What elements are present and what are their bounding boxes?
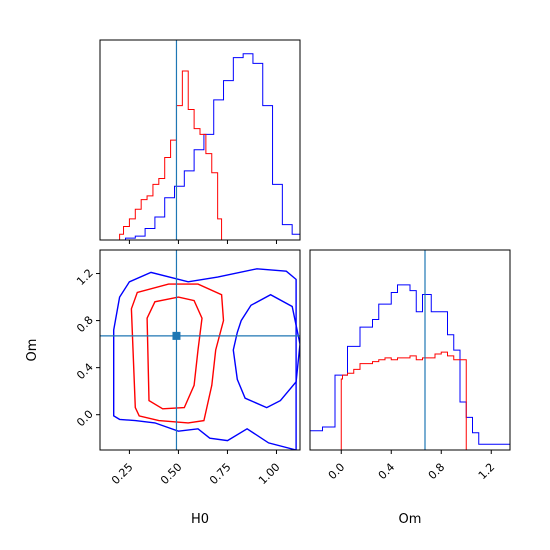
om-y-axis-label: Om xyxy=(25,339,40,362)
om-hist-xtick-label: 0.4 xyxy=(376,461,398,483)
contour-xtick-label: 0.25 xyxy=(109,461,136,488)
om-hist-frame xyxy=(309,249,511,451)
contour-outer-0 xyxy=(113,268,297,450)
h0-hist-series-0 xyxy=(100,53,301,241)
contour-inner-3 xyxy=(146,296,203,410)
om-axis-label: Om xyxy=(399,512,422,527)
contour-ytick-label: 0.0 xyxy=(74,408,96,430)
om-hist-series-1 xyxy=(340,351,467,450)
truth-marker xyxy=(172,331,181,340)
contour-xtick-label: 0.75 xyxy=(207,461,234,488)
om-hist-xtick-label: 0.0 xyxy=(326,461,348,483)
h0-hist-frame xyxy=(99,39,301,241)
contour-ytick-label: 0.8 xyxy=(74,314,96,336)
contour-ytick-label: 1.2 xyxy=(74,266,96,288)
om-hist-xtick-label: 0.8 xyxy=(426,461,448,483)
contour-xtick-label: 0.50 xyxy=(158,461,185,488)
h0-axis-label: H0 xyxy=(191,512,209,527)
h0-hist-series-1 xyxy=(119,70,223,240)
contour-frame xyxy=(99,249,301,451)
contour-xtick-label: 1.00 xyxy=(256,461,283,488)
contour-ytick-label: 0.4 xyxy=(74,361,96,383)
om-hist-xtick-label: 1.2 xyxy=(476,461,498,483)
contour-outer-2 xyxy=(130,283,225,424)
contour-inner-1 xyxy=(232,293,300,409)
om-hist-series-0 xyxy=(309,284,511,450)
